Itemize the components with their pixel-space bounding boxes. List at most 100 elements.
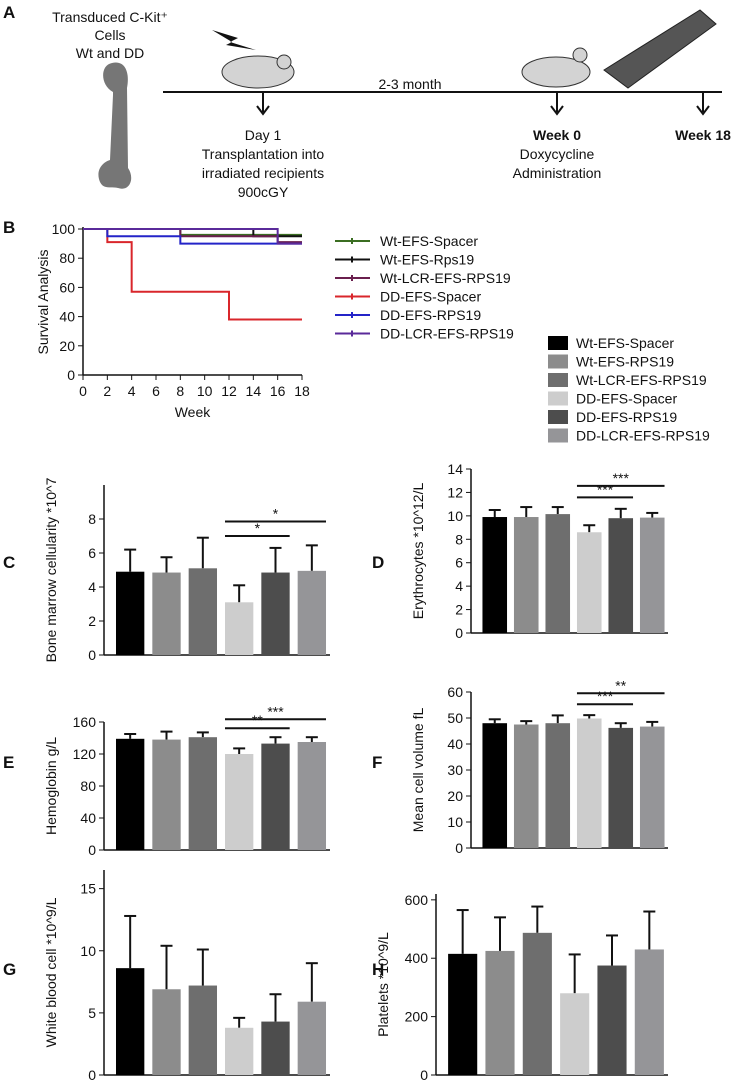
y-tick-label: 600 [405, 892, 429, 908]
x-tick-label: 12 [221, 383, 237, 399]
bar [482, 517, 508, 633]
bar [597, 965, 627, 1075]
bar [545, 514, 571, 633]
y-tick-label: 2 [455, 602, 463, 618]
y-tick-label: 8 [455, 531, 463, 547]
bar [224, 754, 254, 850]
y-tick-label: 20 [447, 788, 463, 804]
interval-text: 2-3 month [378, 76, 441, 92]
y-tick-label: 20 [59, 338, 75, 354]
y-axis-label: Platelets *10^9/L [375, 932, 391, 1037]
event-text: Administration [513, 165, 602, 181]
bar [608, 518, 634, 633]
y-tick-label: 200 [405, 1009, 429, 1025]
y-tick-label: 12 [447, 484, 463, 500]
bar [115, 738, 145, 850]
significance-label: *** [267, 703, 284, 719]
legend-label: Wt-LCR-EFS-RPS19 [380, 270, 511, 286]
x-tick-label: 4 [128, 383, 136, 399]
bone-icon [98, 62, 132, 189]
bar [188, 568, 218, 655]
bar [152, 572, 181, 655]
bar [261, 572, 290, 655]
y-tick-label: 100 [52, 221, 76, 237]
bar [482, 723, 508, 848]
panel-label: E [3, 753, 14, 772]
bar [152, 739, 181, 850]
y-axis-label: Bone marrow cellularity *10^7 [43, 477, 59, 662]
legend-label: Wt-EFS-Spacer [380, 233, 478, 249]
syringe-icon [603, 9, 717, 89]
x-tick-label: 8 [176, 383, 184, 399]
bar [115, 968, 145, 1075]
legend-swatch [548, 336, 568, 350]
y-tick-label: 0 [88, 1067, 96, 1082]
y-axis-label: Hemoglobin g/L [43, 737, 59, 835]
significance-label: *** [613, 470, 630, 486]
event-text: 900cGY [238, 184, 289, 200]
cells-text: Transduced C-Kit⁺ [52, 9, 168, 25]
panel-label: B [3, 218, 15, 237]
panel-label: H [372, 960, 384, 979]
bar [448, 953, 478, 1075]
legend-label: DD-LCR-EFS-RPS19 [576, 428, 710, 444]
bar [485, 950, 515, 1075]
y-tick-label: 10 [447, 508, 463, 524]
bar [297, 1001, 327, 1075]
timeline-arrow [256, 92, 270, 116]
y-tick-label: 0 [88, 647, 96, 663]
y-tick-label: 0 [420, 1067, 428, 1082]
event-text: Day 1 [245, 127, 282, 143]
mouse-ear [276, 54, 292, 70]
y-tick-label: 6 [88, 545, 96, 561]
panel-label: A [3, 3, 15, 22]
x-axis-label: Week [175, 404, 212, 420]
y-tick-label: 4 [455, 578, 463, 594]
y-tick-label: 0 [455, 625, 463, 641]
y-tick-label: 5 [88, 1005, 96, 1021]
y-tick-label: 8 [88, 511, 96, 527]
y-tick-label: 40 [80, 810, 96, 826]
y-tick-label: 60 [59, 279, 75, 295]
bar [261, 1021, 290, 1075]
event-text: Week 18 [675, 127, 731, 143]
y-axis-label: White blood cell *10^9/L [43, 897, 59, 1047]
legend-label: Wt-EFS-Rps19 [380, 252, 474, 268]
y-tick-label: 80 [80, 778, 96, 794]
y-tick-label: 2 [88, 613, 96, 629]
x-tick-label: 0 [79, 383, 87, 399]
y-tick-label: 0 [455, 840, 463, 856]
y-axis-label: Mean cell volume fL [410, 708, 426, 833]
legend-swatch [548, 373, 568, 387]
bar [152, 989, 181, 1075]
bar [188, 737, 218, 850]
y-tick-label: 400 [405, 950, 429, 966]
y-tick-label: 15 [80, 881, 96, 897]
bar [545, 723, 571, 848]
legend-label: DD-EFS-Spacer [576, 391, 677, 407]
y-tick-label: 0 [67, 367, 75, 383]
event-text: irradiated recipients [202, 165, 324, 181]
timeline-drawing [98, 9, 722, 189]
significance-label: * [273, 506, 279, 522]
legend-label: Wt-LCR-EFS-RPS19 [576, 372, 707, 388]
legend-swatch [548, 428, 568, 443]
bar [261, 743, 290, 850]
y-tick-label: 160 [73, 714, 97, 730]
mouse-ear [572, 47, 588, 63]
x-tick-label: 18 [294, 383, 310, 399]
legend-swatch [548, 391, 568, 406]
bar [639, 726, 665, 848]
legend-label: Wt-EFS-Spacer [576, 335, 674, 351]
bar [224, 1027, 254, 1075]
survival-line [83, 228, 302, 321]
y-axis-label: Erythrocytes *10^12/L [410, 483, 426, 620]
y-tick-label: 0 [88, 842, 96, 858]
bar [297, 742, 327, 850]
event-text: Week 0 [533, 127, 581, 143]
legend-swatch [548, 410, 568, 424]
mouse-icon [221, 55, 295, 89]
y-tick-label: 14 [447, 461, 463, 477]
bar [560, 993, 590, 1075]
bar [608, 727, 634, 848]
